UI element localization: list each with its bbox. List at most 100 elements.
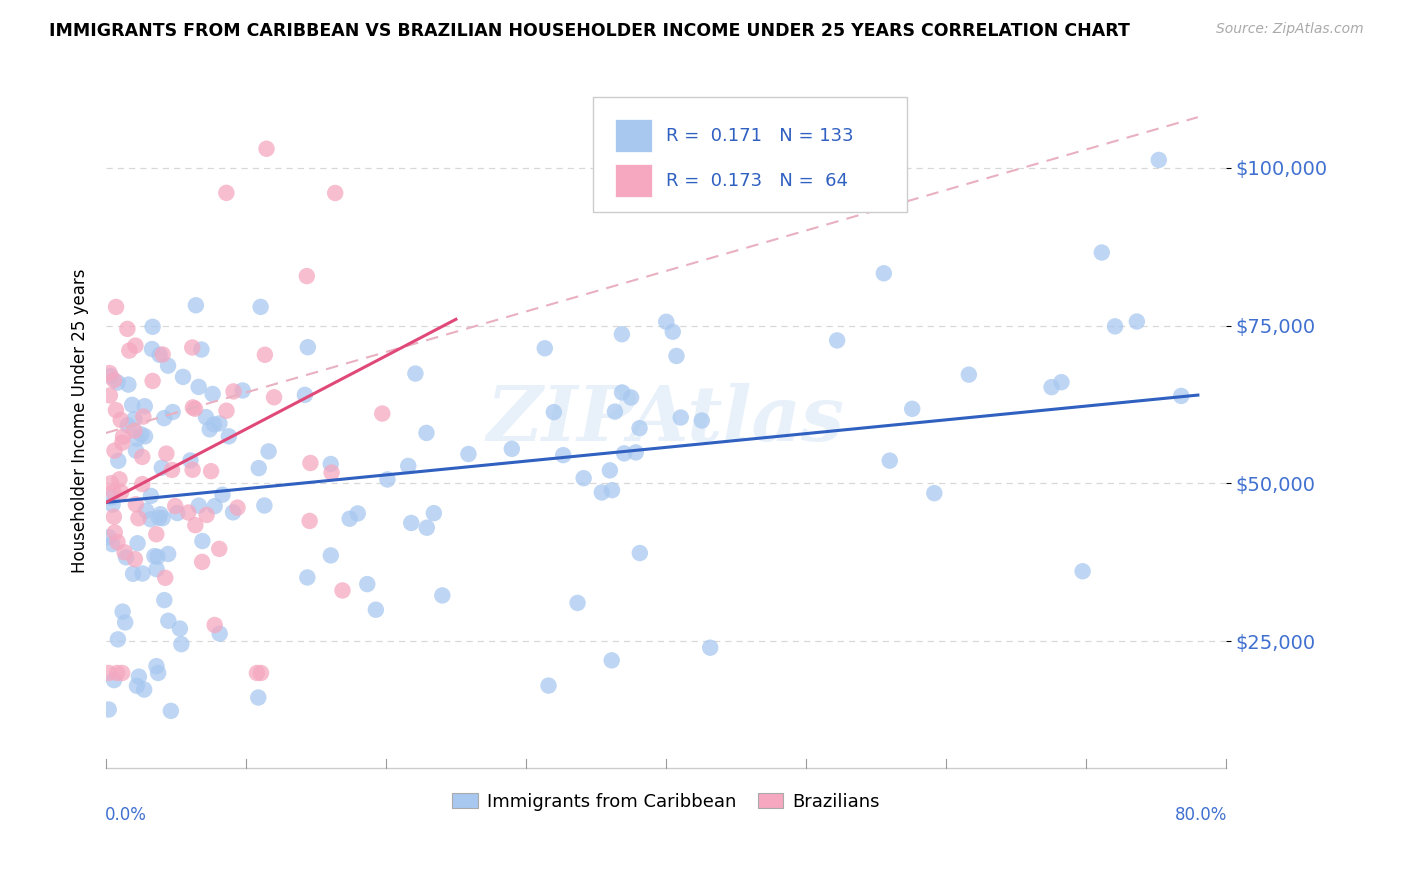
Point <box>202 417 225 432</box>
Point <box>319 549 342 563</box>
Point <box>177 506 200 520</box>
Point <box>134 399 156 413</box>
Point <box>613 446 636 460</box>
Point <box>591 485 613 500</box>
Point <box>1040 380 1063 394</box>
FancyBboxPatch shape <box>616 164 652 197</box>
Point <box>665 349 688 363</box>
Point <box>153 593 176 607</box>
Point <box>131 450 153 464</box>
Point <box>122 566 145 581</box>
Point <box>600 653 623 667</box>
Point <box>103 373 125 387</box>
Text: R =  0.171   N = 133: R = 0.171 N = 133 <box>666 127 853 145</box>
Point <box>299 456 322 470</box>
Point <box>127 536 149 550</box>
Point <box>1050 375 1073 389</box>
Point <box>181 401 204 415</box>
Point <box>141 342 163 356</box>
Point <box>172 370 194 384</box>
Point <box>247 690 270 705</box>
Point <box>457 447 479 461</box>
Text: 80.0%: 80.0% <box>1174 805 1227 824</box>
Point <box>111 665 134 680</box>
Point <box>107 535 129 549</box>
Point <box>97 530 120 544</box>
Point <box>114 545 136 559</box>
Point <box>226 500 249 515</box>
Point <box>533 341 555 355</box>
Point <box>250 665 273 680</box>
Point <box>620 391 643 405</box>
FancyBboxPatch shape <box>616 119 652 153</box>
Point <box>135 504 157 518</box>
Point <box>98 366 121 380</box>
Point <box>332 583 354 598</box>
Point <box>104 525 127 540</box>
Point <box>160 704 183 718</box>
Point <box>253 499 276 513</box>
Point <box>924 486 946 500</box>
Point <box>298 514 321 528</box>
Point <box>103 509 125 524</box>
Point <box>125 443 148 458</box>
Point <box>339 512 361 526</box>
Point <box>416 521 439 535</box>
Point <box>208 626 231 640</box>
Point <box>128 670 150 684</box>
Point <box>157 547 180 561</box>
Point <box>1104 319 1126 334</box>
Point <box>103 673 125 687</box>
Point <box>396 458 419 473</box>
Point <box>108 472 131 486</box>
Point <box>131 566 153 581</box>
Point <box>107 376 129 390</box>
Point <box>319 457 342 471</box>
Point <box>201 387 224 401</box>
Point <box>121 398 143 412</box>
Point <box>98 388 121 402</box>
Point <box>115 550 138 565</box>
Point <box>662 325 685 339</box>
Point <box>153 411 176 425</box>
Point <box>211 488 233 502</box>
Point <box>111 605 134 619</box>
Point <box>139 512 162 526</box>
Point <box>364 603 387 617</box>
Point <box>215 186 238 200</box>
Point <box>537 679 560 693</box>
Point <box>103 484 125 499</box>
Point <box>134 682 156 697</box>
Point <box>104 403 127 417</box>
Point <box>669 410 692 425</box>
Point <box>204 618 226 632</box>
Point <box>184 298 207 312</box>
Point <box>321 466 343 480</box>
Point <box>132 409 155 424</box>
Point <box>100 476 122 491</box>
Point <box>181 463 204 477</box>
Point <box>655 315 678 329</box>
Point <box>181 341 204 355</box>
Point <box>97 702 120 716</box>
Point <box>599 463 621 477</box>
Point <box>146 665 169 680</box>
Point <box>166 506 188 520</box>
Point <box>553 448 575 462</box>
Point <box>200 464 222 478</box>
Point <box>572 471 595 485</box>
Point <box>297 570 319 584</box>
Point <box>187 380 209 394</box>
Text: R =  0.173   N =  64: R = 0.173 N = 64 <box>666 171 848 190</box>
Point <box>204 499 226 513</box>
Point <box>114 615 136 630</box>
Point <box>152 511 174 525</box>
Point <box>501 442 523 456</box>
Point <box>399 516 422 530</box>
Point <box>117 418 139 433</box>
Point <box>110 485 132 500</box>
Point <box>129 427 152 442</box>
Point <box>377 472 399 486</box>
Point <box>222 505 245 519</box>
Text: ZIPAtlas: ZIPAtlas <box>486 384 845 458</box>
